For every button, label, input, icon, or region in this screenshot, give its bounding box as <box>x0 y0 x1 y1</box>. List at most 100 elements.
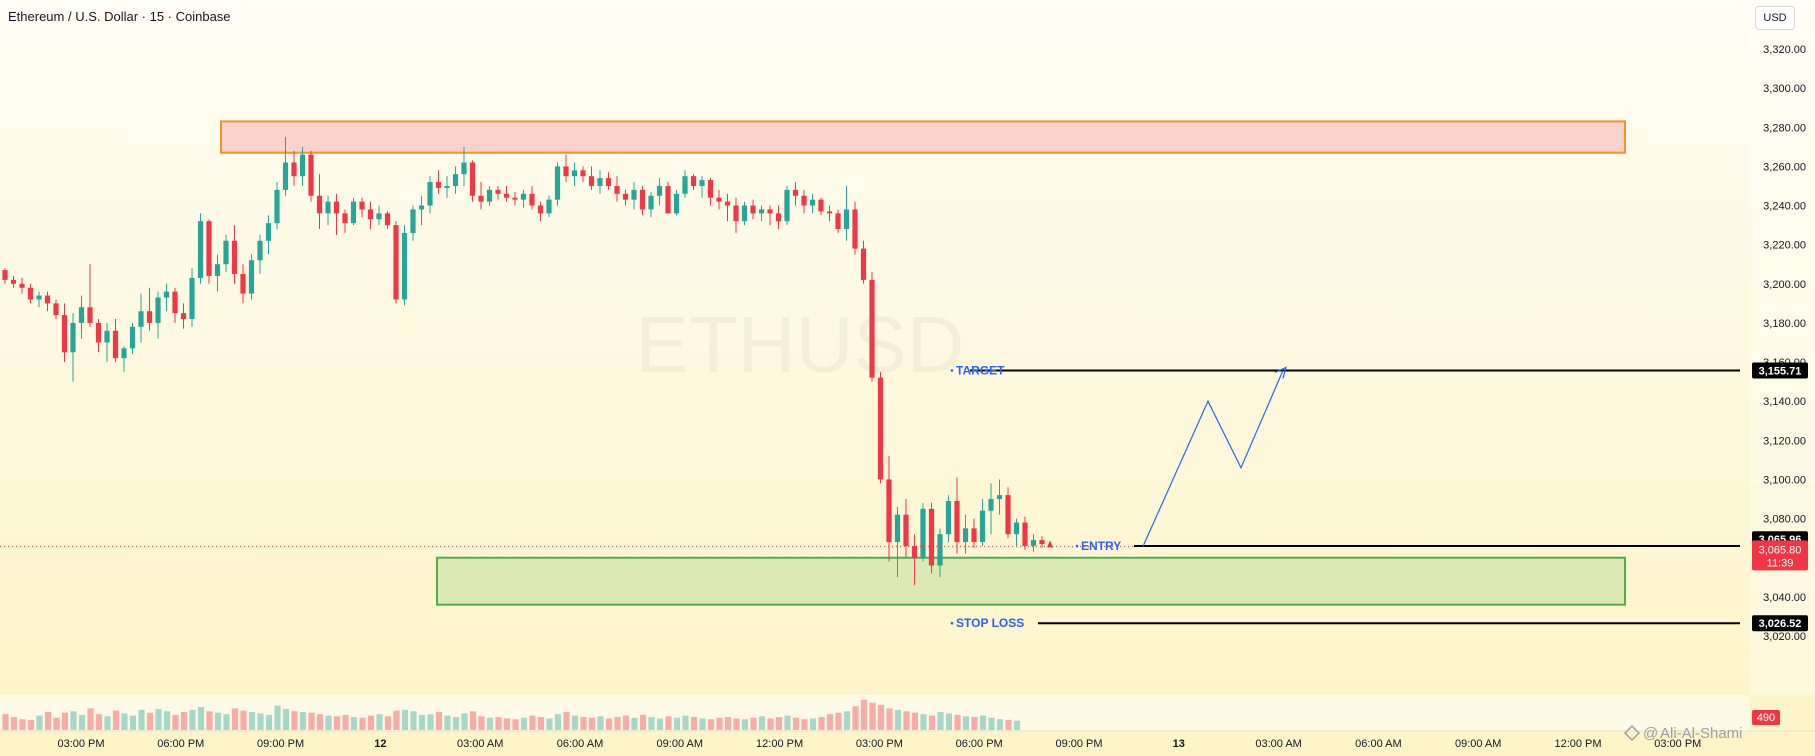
candle <box>427 176 433 214</box>
candle-body <box>520 193 527 200</box>
candle <box>503 185 510 202</box>
candle-body <box>70 322 76 353</box>
volume-bar <box>563 712 570 730</box>
price-tick-label: 3,200.00 <box>1763 279 1806 291</box>
candle <box>614 176 620 202</box>
stop-loss-anchor <box>950 621 954 625</box>
candle <box>1005 487 1011 539</box>
volume-bar <box>359 717 366 730</box>
candle <box>826 205 833 222</box>
candle-body <box>622 193 629 200</box>
candle-body <box>860 248 867 280</box>
volume-bar <box>316 714 324 730</box>
volume-bar <box>393 710 400 730</box>
candle-body <box>928 508 935 566</box>
candle <box>10 275 17 288</box>
candle <box>911 534 918 586</box>
candle <box>248 254 255 300</box>
volume-bar <box>299 712 307 730</box>
symbol-title[interactable]: Ethereum / U.S. Dollar · 15 · Coinbase <box>8 9 231 24</box>
volume-bar <box>707 719 715 730</box>
candle-body <box>597 178 603 186</box>
price-tick-label: 3,100.00 <box>1763 474 1806 486</box>
candle <box>741 201 748 226</box>
candle <box>2 268 8 284</box>
volume-bar <box>189 709 196 730</box>
volume-bar <box>418 714 426 730</box>
time-tick-label: 06:00 AM <box>557 738 603 750</box>
target-price-tag: 3,155.71 <box>1752 362 1808 379</box>
volume-bar <box>2 714 9 730</box>
candle <box>639 185 646 216</box>
candle <box>350 197 357 226</box>
volume-bar <box>308 712 315 730</box>
candle <box>121 346 127 372</box>
time-tick-label: 09:00 PM <box>1055 738 1102 750</box>
candle-body <box>359 201 365 210</box>
volume-bar <box>962 716 970 730</box>
time-tick-label: 06:00 AM <box>1355 738 1401 750</box>
volume-bar <box>342 714 349 730</box>
time-tick-label: 09:00 AM <box>657 738 703 750</box>
ticker-watermark: ETHUSD <box>636 300 965 389</box>
candle <box>291 150 297 186</box>
volume-bar <box>894 709 902 730</box>
candle <box>461 146 467 186</box>
volume-bar <box>869 702 876 730</box>
volume-bar <box>673 717 681 730</box>
volume-bar <box>520 717 528 730</box>
volume-bar <box>401 709 409 730</box>
candle <box>554 162 561 206</box>
candle-body <box>826 211 833 214</box>
candle-body <box>231 240 238 275</box>
candle-body <box>639 189 646 210</box>
candle <box>945 495 952 543</box>
time-tick-label: 03:00 PM <box>57 738 104 750</box>
candle <box>240 264 246 304</box>
volume-bar <box>818 717 825 730</box>
candle <box>478 182 484 210</box>
stop-loss-label: STOP LOSS <box>956 616 1024 630</box>
candle <box>214 254 221 292</box>
candle <box>571 162 578 186</box>
candle-body <box>1039 540 1045 545</box>
time-tick-label: 12:00 PM <box>756 738 803 750</box>
volume-bar <box>478 716 485 730</box>
volume-bar <box>376 714 383 730</box>
volume-bar <box>486 717 494 730</box>
time-tick-label: 09:00 AM <box>1455 738 1501 750</box>
candle <box>818 197 824 216</box>
candle <box>809 193 816 214</box>
candle <box>155 291 161 339</box>
candle-body <box>53 303 59 316</box>
candle <box>197 213 204 284</box>
candle <box>282 137 289 196</box>
candle <box>163 283 170 312</box>
volume-bar <box>767 718 774 730</box>
support-zone <box>436 556 1626 606</box>
volume-bar <box>129 715 137 730</box>
candle-body <box>750 205 756 214</box>
volume-bar <box>452 717 460 730</box>
candle-body <box>197 221 204 278</box>
volume-bar <box>631 717 638 730</box>
candle <box>665 182 671 214</box>
candle-body <box>486 189 493 202</box>
volume-bar <box>1005 719 1012 730</box>
candle-body <box>2 270 8 280</box>
volume-bar <box>155 709 162 730</box>
candle <box>920 502 926 562</box>
volume-bar <box>605 718 613 730</box>
candle-body <box>240 274 246 294</box>
candle <box>724 193 731 222</box>
candle <box>699 176 705 198</box>
volume-bar <box>886 708 893 730</box>
volume-bar <box>529 715 536 730</box>
volume-bar <box>512 719 519 730</box>
candle <box>656 178 663 206</box>
currency-button[interactable]: USD <box>1755 6 1795 30</box>
candle <box>61 303 68 363</box>
volume-bar <box>622 715 630 730</box>
